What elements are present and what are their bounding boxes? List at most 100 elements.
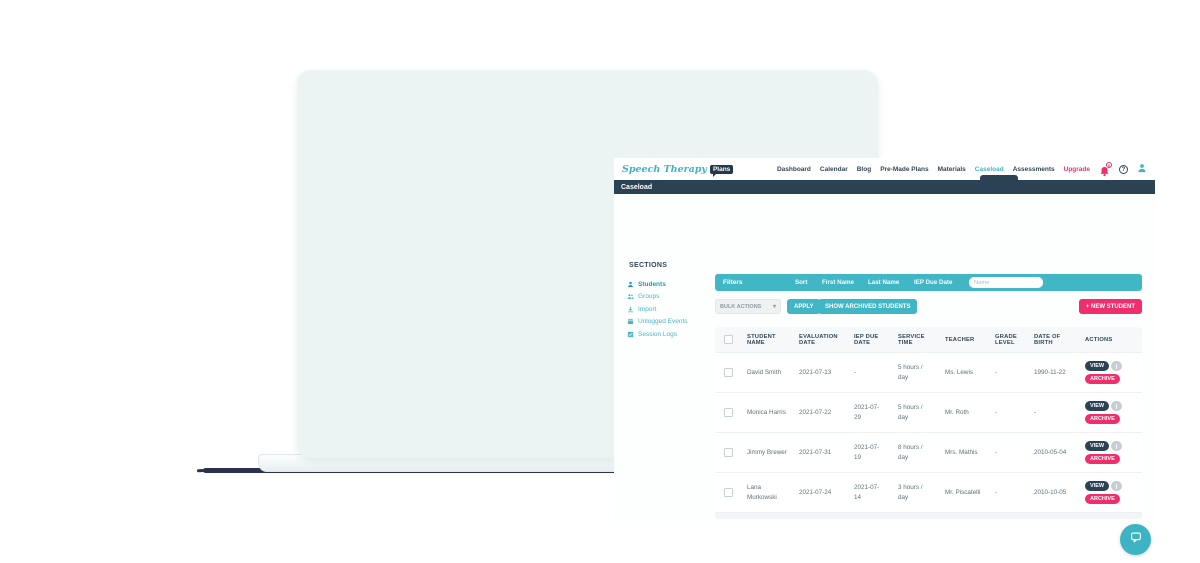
nav-item-dashboard[interactable]: Dashboard <box>776 165 811 173</box>
cell-date-of-birth: - <box>1034 408 1037 416</box>
sidebar-item-import[interactable]: Import <box>627 303 713 316</box>
page-title-bar: Caseload <box>614 180 1155 194</box>
view-more-button[interactable] <box>1111 481 1123 491</box>
table-header-row: STUDENT NAME EVALUATION DATE IEP DUE DATE S… <box>715 327 1142 352</box>
row-checkbox-cell <box>715 448 741 457</box>
cell-service-time: 5 hours / day <box>898 364 923 381</box>
show-archived-students-button[interactable]: SHOW ARCHIVED STUDENTS <box>818 299 918 314</box>
nav-item-pre-made-plans[interactable]: Pre-Made Plans <box>880 165 929 173</box>
nav-item-materials[interactable]: Materials <box>937 165 966 173</box>
select-all-cell <box>715 335 741 344</box>
table-footer-bar <box>715 512 1142 519</box>
chat-icon <box>1129 530 1143 549</box>
view-button[interactable]: VIEW <box>1085 361 1110 371</box>
column-header-iep-due-date: IEP DUE DATE <box>854 333 879 346</box>
sidebar-item-students[interactable]: Students <box>627 278 713 291</box>
cell-student-name: Jimmy Brewer <box>747 448 787 456</box>
cell-evaluation-date: 2021-07-31 <box>799 448 832 456</box>
account-icon[interactable] <box>1137 160 1147 178</box>
sidebar-item-groups[interactable]: Groups <box>627 291 713 304</box>
nav-item-calendar[interactable]: Calendar <box>819 165 848 173</box>
view-more-button[interactable] <box>1111 441 1123 451</box>
actions-row: VIEW <box>1085 361 1136 371</box>
archive-button[interactable]: ARCHIVE <box>1085 494 1120 504</box>
cell-service-time: 3 hours / day <box>898 484 923 501</box>
session-logs-icon <box>627 331 634 338</box>
cell-student-name: Lana Murkowski <box>747 484 777 501</box>
content-area: SECTIONS Students Groups Import Unlogged Ev… <box>614 194 1155 555</box>
active-tab-notch <box>980 175 1018 181</box>
sidebar-item-session-logs[interactable]: Session Logs <box>627 328 713 341</box>
app-header: Speech Therapy Plans Dashboard Calendar Bl… <box>614 158 1155 180</box>
page-title: Caseload <box>621 183 653 191</box>
row-checkbox[interactable] <box>723 448 733 457</box>
view-button[interactable]: VIEW <box>1085 441 1110 451</box>
students-table: STUDENT NAME EVALUATION DATE IEP DUE DATE S… <box>715 327 1142 519</box>
sidebar-item-label: Session Logs <box>638 330 678 338</box>
cell-grade-level: - <box>995 448 998 456</box>
cell-grade-level: - <box>995 368 998 376</box>
actions-row: VIEW <box>1085 481 1136 491</box>
row-checkbox[interactable] <box>723 368 733 377</box>
filter-option-iep-due-date[interactable]: IEP Due Date <box>914 279 953 286</box>
actions-cell: VIEW ARCHIVE <box>1075 479 1142 506</box>
cell-iep-due-date: 2021-07-19 <box>854 444 880 461</box>
nav-item-blog[interactable]: Blog <box>856 165 872 173</box>
cell-grade-level: - <box>995 408 998 416</box>
cell-iep-due-date: 2021-07-29 <box>854 404 880 421</box>
cell-service-time: 8 hours / day <box>898 444 923 461</box>
row-checkbox[interactable] <box>723 408 733 417</box>
brand-logo[interactable]: Speech Therapy Plans <box>622 163 734 177</box>
nav-item-assessments[interactable]: Assessments <box>1012 165 1055 173</box>
name-search-input[interactable] <box>969 277 1043 288</box>
bulk-actions-select[interactable]: BULK ACTIONS ▾ <box>715 299 781 314</box>
filter-option-first-name[interactable]: First Name <box>822 279 854 286</box>
archive-button[interactable]: ARCHIVE <box>1085 374 1120 384</box>
view-button[interactable]: VIEW <box>1085 481 1110 491</box>
bulk-actions-label: BULK ACTIONS <box>720 303 762 310</box>
filters-title: Filters <box>723 279 743 286</box>
column-header-grade-level: GRADE LEVEL <box>995 333 1017 346</box>
upgrade-link[interactable]: Upgrade <box>1063 165 1090 173</box>
brand-logo-text: Speech Therapy <box>622 163 707 175</box>
cell-teacher: Mr. Piscatelli <box>945 488 981 496</box>
cell-date-of-birth: 2010-05-04 <box>1034 448 1067 456</box>
laptop-screen: Speech Therapy Plans Dashboard Calendar Bl… <box>297 70 1155 555</box>
cell-evaluation-date: 2021-07-22 <box>799 408 832 416</box>
app-window: Speech Therapy Plans Dashboard Calendar Bl… <box>614 158 1155 555</box>
view-more-button[interactable] <box>1111 361 1123 371</box>
cell-teacher: Ms. Lewis <box>945 368 973 376</box>
cell-service-time: 5 hours / day <box>898 404 923 421</box>
brand-logo-badge: Plans <box>709 164 734 177</box>
column-header-teacher: TEACHER <box>945 336 975 343</box>
view-button[interactable]: VIEW <box>1085 401 1110 411</box>
sort-label: Sort <box>795 279 808 286</box>
more-icon <box>1115 363 1118 369</box>
filters-bar: Filters Sort First Name Last Name IEP Due … <box>715 274 1142 291</box>
main-nav: Dashboard Calendar Blog Pre-Made Plans Mater… <box>777 160 1147 178</box>
row-checkbox[interactable] <box>723 488 733 497</box>
filter-option-last-name[interactable]: Last Name <box>868 279 900 286</box>
select-all-checkbox[interactable] <box>723 335 733 344</box>
more-icon <box>1115 443 1118 449</box>
help-icon[interactable]: ? <box>1119 164 1128 174</box>
cell-student-name: Monica Harris <box>747 408 786 416</box>
sidebar-item-unlogged-events[interactable]: Unlogged Events <box>627 316 713 329</box>
new-student-button[interactable]: + NEW STUDENT <box>1078 299 1142 314</box>
nav-item-caseload[interactable]: Caseload <box>974 165 1004 173</box>
notifications-button[interactable]: 0 <box>1099 161 1112 176</box>
more-icon <box>1115 483 1118 489</box>
column-header-date-of-birth: DATE OF BIRTH <box>1034 333 1061 346</box>
chat-fab-button[interactable] <box>1120 524 1151 555</box>
apply-button[interactable]: APPLY <box>787 299 821 314</box>
cell-teacher: Mr. Roth <box>945 408 969 416</box>
cell-date-of-birth: 1990-11-22 <box>1034 368 1066 376</box>
cell-grade-level: - <box>995 488 998 496</box>
archive-button[interactable]: ARCHIVE <box>1085 454 1120 464</box>
cell-iep-due-date: 2021-07-14 <box>854 484 880 501</box>
archive-button[interactable]: ARCHIVE <box>1085 414 1120 424</box>
chevron-down-icon: ▾ <box>772 304 776 310</box>
view-more-button[interactable] <box>1111 401 1123 411</box>
column-header-service-time: SERVICE TIME <box>898 333 925 346</box>
